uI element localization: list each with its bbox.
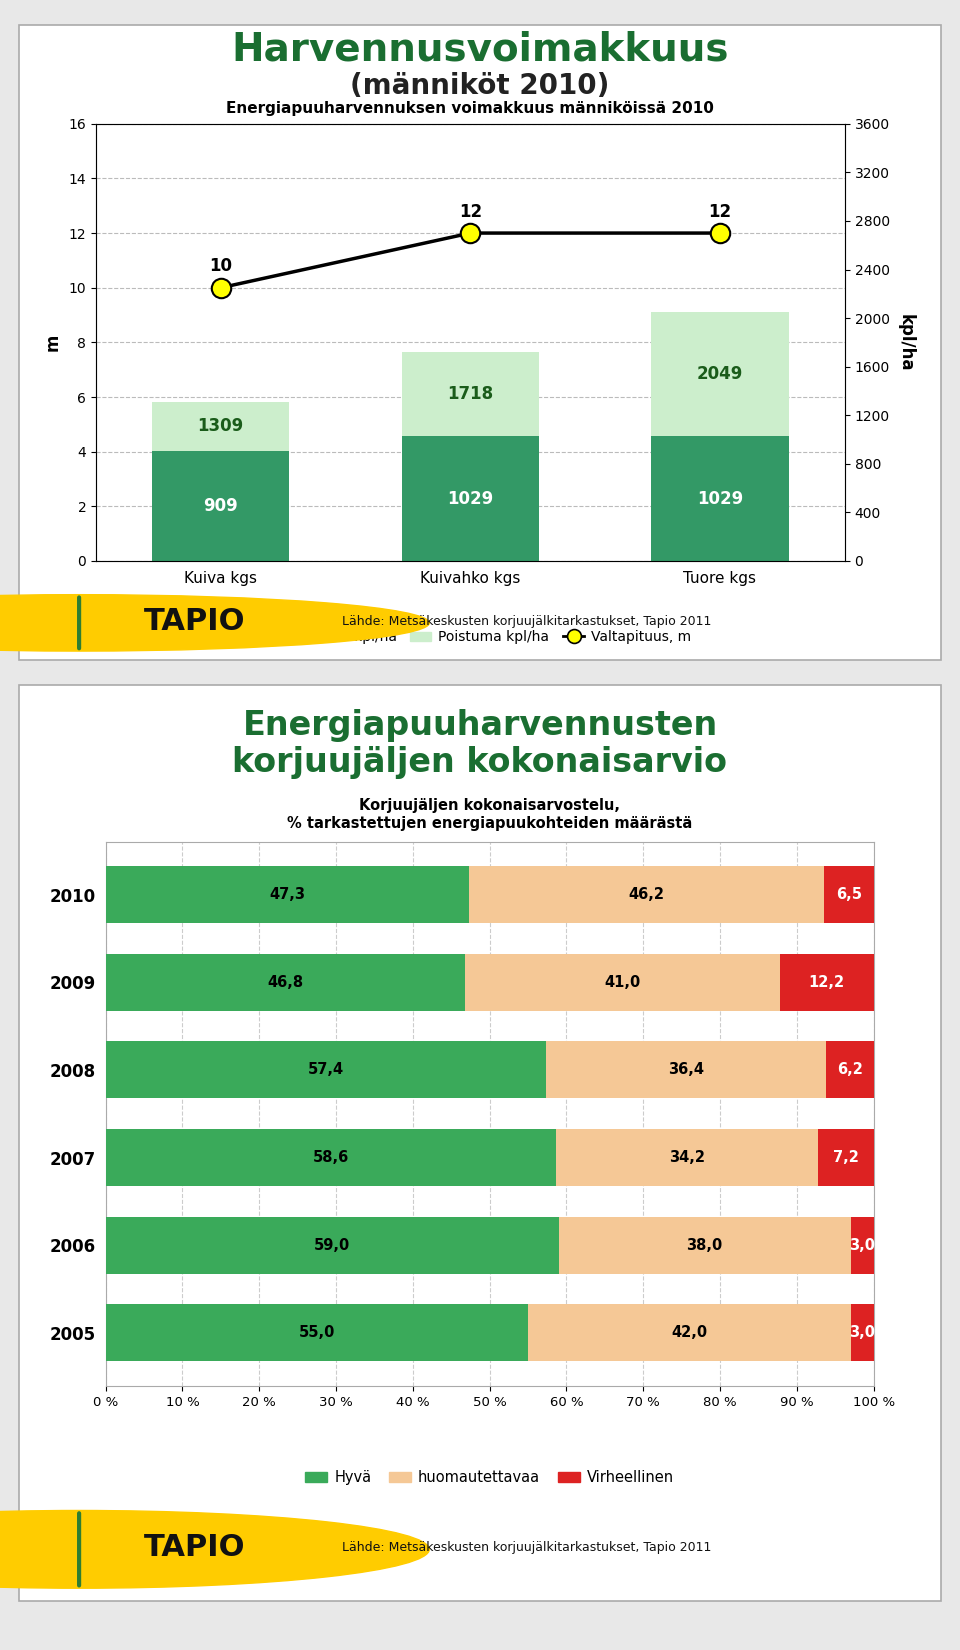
Text: 6,5: 6,5 — [835, 888, 862, 903]
Text: 1029: 1029 — [447, 490, 493, 508]
Bar — [651, 312, 789, 436]
Bar — [651, 436, 789, 561]
Text: 38,0: 38,0 — [686, 1238, 723, 1252]
Text: TAPIO: TAPIO — [144, 1533, 245, 1563]
Text: korjuujäljen kokonaisarvio: korjuujäljen kokonaisarvio — [232, 746, 728, 779]
Bar — [826, 1041, 874, 1099]
Text: 12: 12 — [708, 203, 732, 221]
Text: 909: 909 — [204, 497, 238, 515]
Text: 41,0: 41,0 — [605, 975, 640, 990]
Text: 7,2: 7,2 — [833, 1150, 859, 1165]
Bar — [468, 866, 824, 924]
Bar — [824, 866, 874, 924]
Bar — [528, 1304, 851, 1361]
Bar — [152, 403, 289, 450]
Text: (männiköt 2010): (männiköt 2010) — [350, 73, 610, 99]
Text: 12: 12 — [459, 203, 482, 221]
Legend: Hyvä, huomautettavaa, Virheellinen: Hyvä, huomautettavaa, Virheellinen — [300, 1464, 680, 1490]
Text: 1029: 1029 — [697, 490, 743, 508]
Text: 2049: 2049 — [697, 365, 743, 383]
Text: 58,6: 58,6 — [313, 1150, 348, 1165]
Text: 1718: 1718 — [447, 384, 493, 403]
Bar — [851, 1304, 874, 1361]
Text: Lähde: Metsäkeskusten korjuujälkitarkastukset, Tapio 2011: Lähde: Metsäkeskusten korjuujälkitarkast… — [342, 1541, 711, 1554]
Bar — [559, 1216, 851, 1274]
Circle shape — [0, 594, 429, 652]
Text: 12,2: 12,2 — [808, 975, 845, 990]
Title: Energiapuuharvennuksen voimakkuus männiköissä 2010: Energiapuuharvennuksen voimakkuus männik… — [227, 101, 714, 116]
Text: 59,0: 59,0 — [314, 1238, 350, 1252]
Text: TAPIO: TAPIO — [144, 607, 245, 635]
Bar — [818, 1129, 874, 1186]
Y-axis label: kpl/ha: kpl/ha — [897, 314, 915, 371]
Bar — [106, 866, 468, 924]
Text: Lähde: Metsäkeskusten korjuujälkitarkastukset, Tapio 2011: Lähde: Metsäkeskusten korjuujälkitarkast… — [342, 615, 711, 629]
Text: 57,4: 57,4 — [308, 1063, 344, 1077]
Bar — [780, 954, 874, 1011]
Text: 42,0: 42,0 — [671, 1325, 708, 1340]
Text: 55,0: 55,0 — [299, 1325, 335, 1340]
Bar — [401, 436, 540, 561]
Bar — [106, 1129, 556, 1186]
Y-axis label: m: m — [43, 333, 61, 351]
Title: Korjuujäljen kokonaisarvostelu,
% tarkastettujen energiapuukohteiden määrästä: Korjuujäljen kokonaisarvostelu, % tarkas… — [287, 799, 692, 830]
Text: 47,3: 47,3 — [269, 888, 305, 903]
Bar — [106, 954, 465, 1011]
Bar — [401, 353, 540, 436]
Text: 34,2: 34,2 — [669, 1150, 705, 1165]
Text: 1309: 1309 — [198, 417, 244, 436]
Bar — [106, 1216, 559, 1274]
Text: 46,8: 46,8 — [267, 975, 303, 990]
Text: 3,0: 3,0 — [849, 1325, 876, 1340]
Bar — [546, 1041, 826, 1099]
Bar — [106, 1304, 528, 1361]
Circle shape — [0, 1510, 429, 1589]
Text: 6,2: 6,2 — [837, 1063, 863, 1077]
Text: 46,2: 46,2 — [628, 888, 664, 903]
Bar — [152, 450, 289, 561]
Text: Harvennusvoimakkuus: Harvennusvoimakkuus — [231, 30, 729, 69]
Bar — [851, 1216, 874, 1274]
Bar — [106, 1041, 546, 1099]
Bar — [556, 1129, 818, 1186]
Text: 10: 10 — [209, 257, 232, 276]
Text: 36,4: 36,4 — [668, 1063, 705, 1077]
Text: 3,0: 3,0 — [849, 1238, 876, 1252]
Legend: Runkoluku kpl/ha, Poistuma kpl/ha, Valtapituus, m: Runkoluku kpl/ha, Poistuma kpl/ha, Valta… — [244, 625, 697, 650]
Bar — [465, 954, 780, 1011]
Text: Energiapuuharvennusten: Energiapuuharvennusten — [242, 710, 718, 742]
